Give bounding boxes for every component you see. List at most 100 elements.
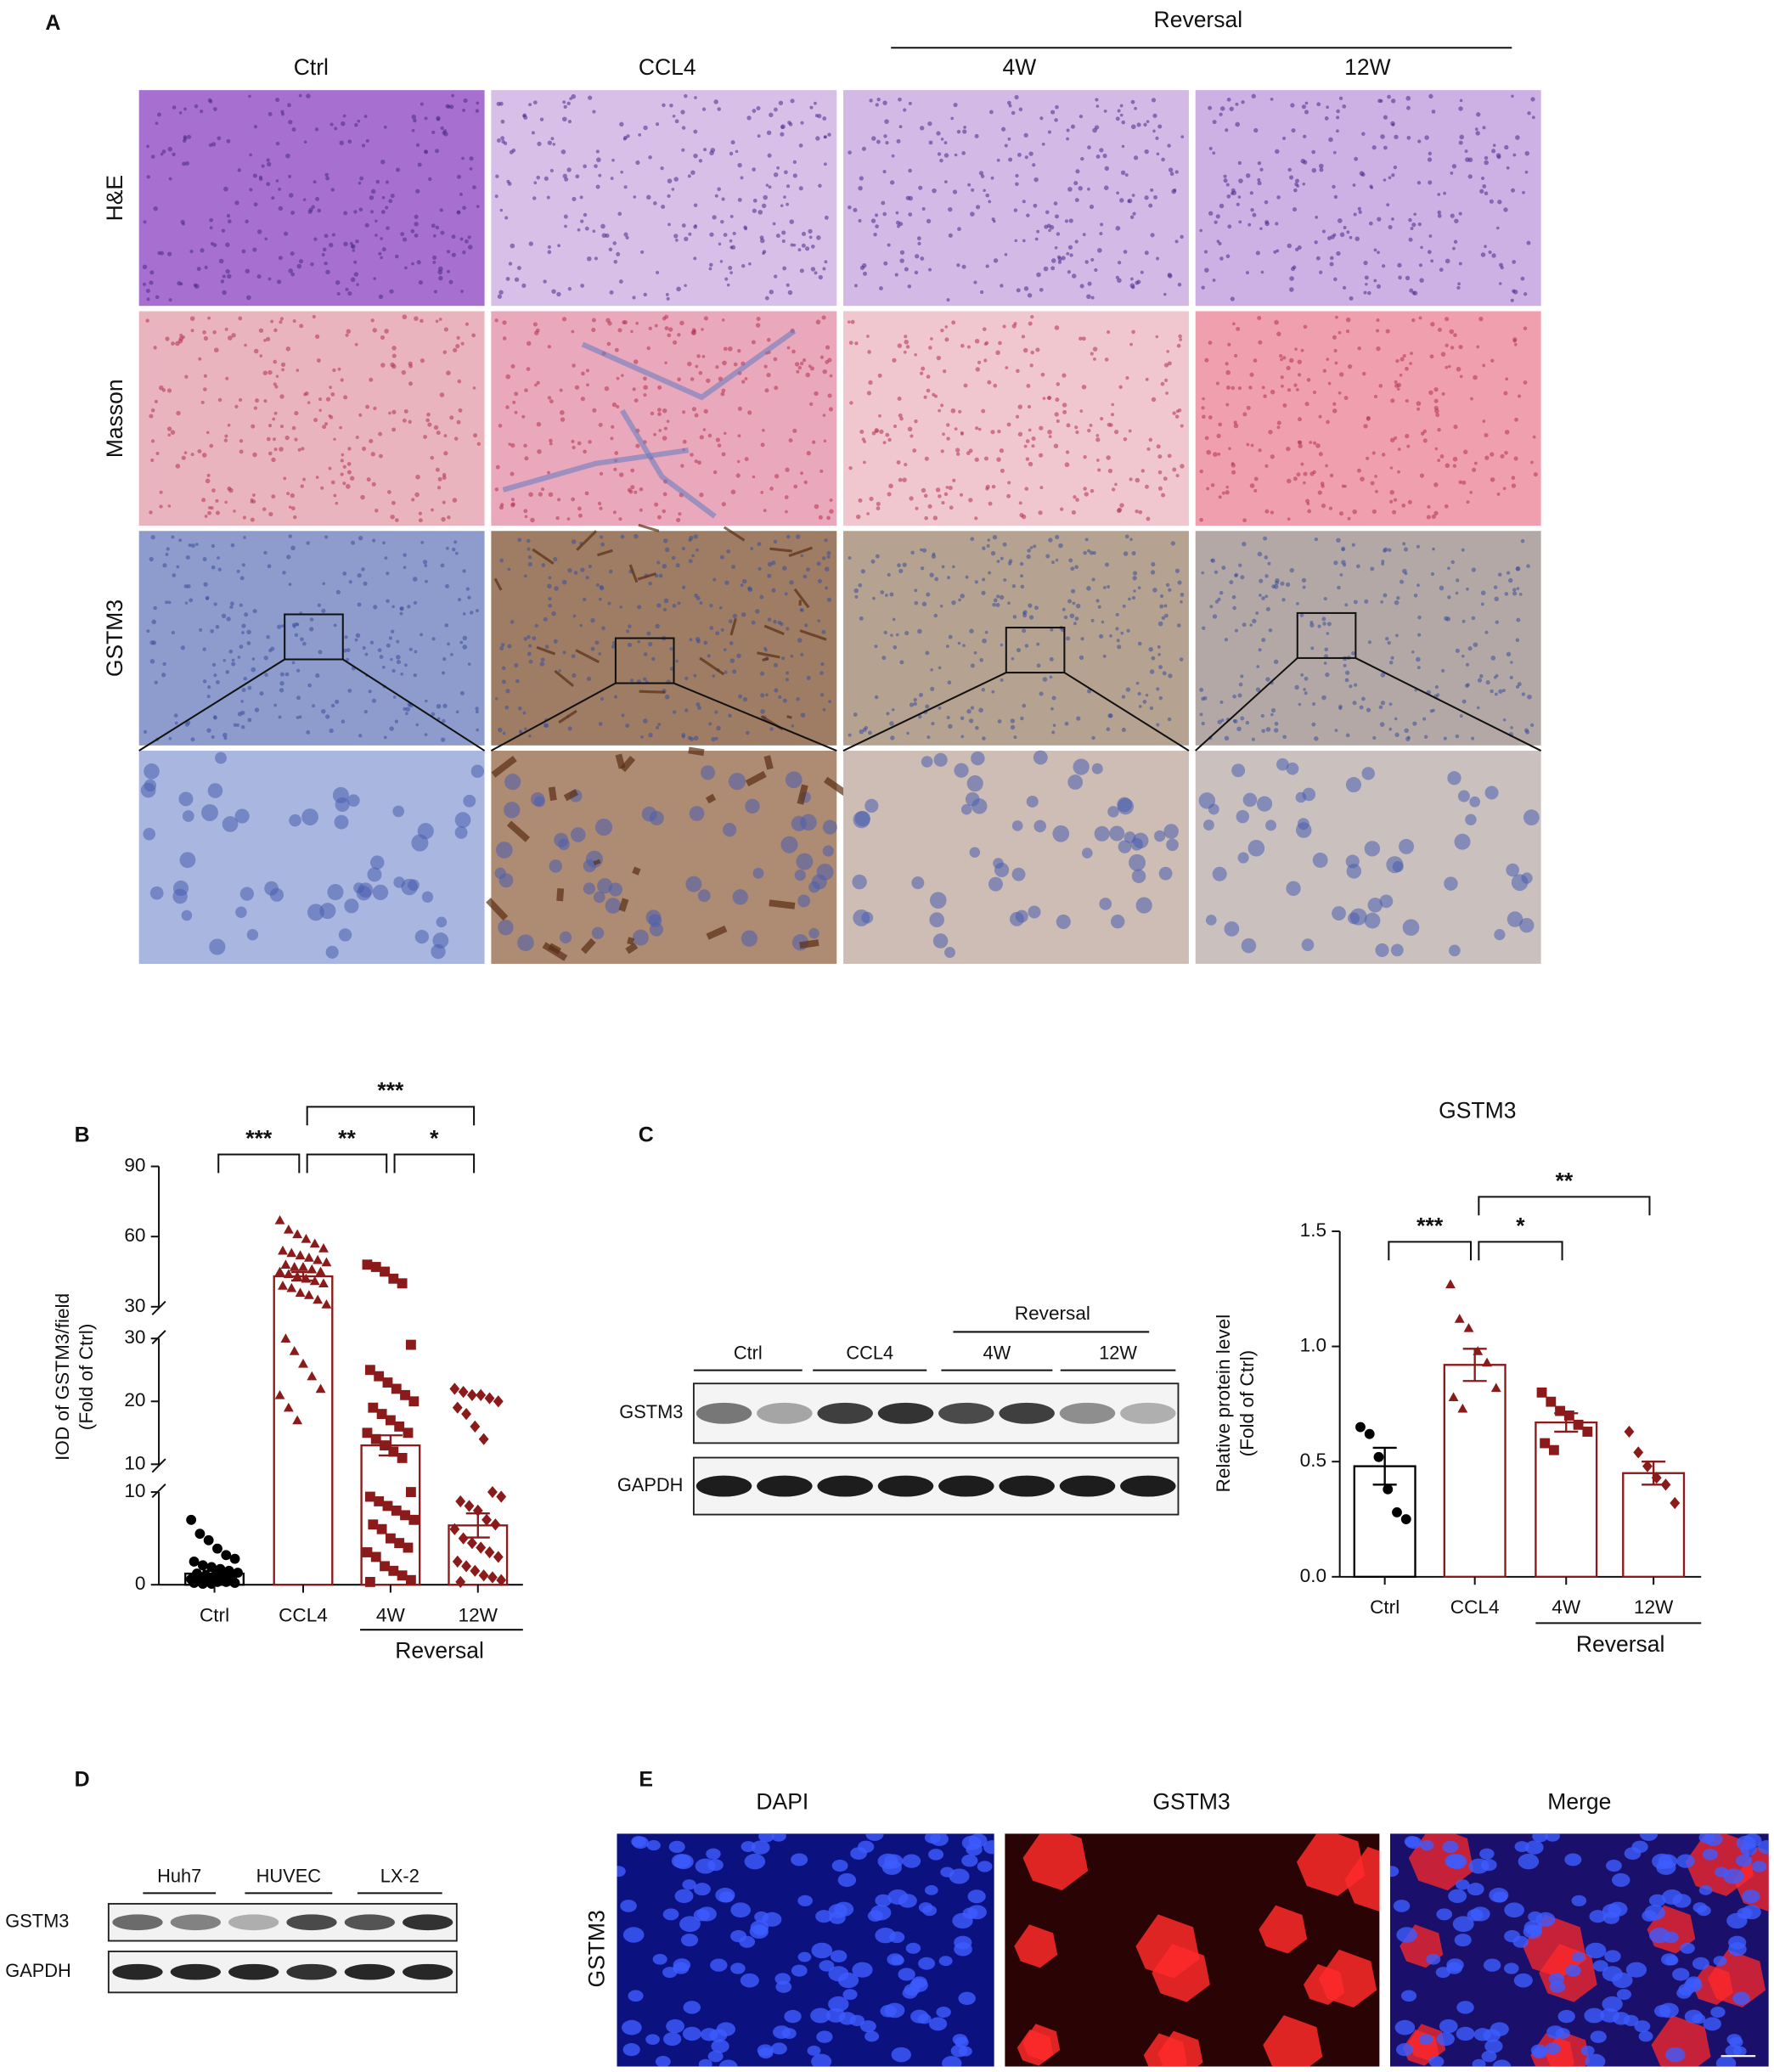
nucleus (1151, 397, 1157, 403)
nucleus (1396, 595, 1400, 600)
nucleus (573, 571, 578, 575)
nucleus (1322, 622, 1326, 626)
nucleus (1428, 234, 1433, 238)
nucleus (1411, 318, 1416, 323)
nucleus (547, 470, 550, 475)
nucleus (1031, 436, 1036, 442)
y-tick-label: 30 (124, 1326, 145, 1348)
nucleus (1661, 1953, 1678, 1966)
nucleus (622, 2043, 640, 2057)
nucleus (1039, 486, 1044, 490)
nucleus (887, 492, 892, 497)
nucleus (521, 414, 526, 419)
nucleus (280, 624, 284, 628)
nucleus (1333, 348, 1338, 353)
nucleus (330, 703, 335, 708)
nucleus (1366, 416, 1371, 421)
nucleus (891, 154, 895, 158)
point (449, 1382, 460, 1395)
nucleus (818, 183, 822, 189)
nucleus (185, 555, 190, 560)
nucleus (465, 587, 470, 591)
nucleus (635, 160, 640, 166)
nucleus (1428, 390, 1433, 396)
nucleus (946, 298, 950, 302)
nucleus (1221, 491, 1225, 495)
nucleus (401, 369, 407, 375)
stain-streak (638, 523, 660, 532)
nucleus (842, 1989, 858, 2001)
point (374, 1371, 385, 1382)
nucleus (225, 376, 229, 380)
nucleus (533, 181, 538, 185)
nucleus (559, 388, 563, 392)
nucleus (1039, 453, 1044, 458)
nucleus (1028, 603, 1033, 608)
nucleus (375, 219, 378, 222)
point (203, 1534, 214, 1546)
nucleus (656, 271, 660, 274)
nucleus (277, 624, 282, 629)
nucleus (598, 652, 602, 656)
nucleus (1163, 824, 1179, 839)
point (403, 1427, 414, 1439)
nucleus (1075, 430, 1079, 435)
nucleus (1137, 641, 1142, 646)
stain-streak (554, 669, 575, 688)
nucleus (1100, 222, 1104, 227)
nucleus (1303, 481, 1306, 485)
stain-streak (763, 755, 774, 770)
nucleus (874, 695, 879, 700)
x-tick-label: 12W (1634, 1596, 1674, 1618)
nucleus (608, 247, 613, 252)
nucleus (620, 534, 625, 539)
nucleus (1102, 654, 1107, 658)
nucleus (1524, 1840, 1544, 1855)
nucleus (189, 316, 195, 321)
column-header: 12W (1344, 54, 1390, 80)
nucleus (988, 501, 993, 506)
nucleus (1134, 106, 1137, 110)
nucleus (694, 413, 699, 418)
nucleus (256, 274, 262, 279)
nucleus (1428, 151, 1432, 155)
nucleus (948, 206, 953, 212)
nucleus (215, 752, 227, 764)
nucleus (903, 350, 907, 354)
nucleus (1280, 581, 1285, 586)
nucleus (1445, 258, 1450, 264)
nucleus (983, 189, 986, 193)
point (292, 1271, 303, 1281)
nucleus (714, 736, 718, 740)
nucleus (1345, 777, 1362, 793)
nucleus (621, 713, 625, 718)
nucleus (1359, 705, 1364, 710)
nucleus (339, 140, 344, 146)
nucleus (246, 641, 251, 645)
nucleus (904, 267, 909, 272)
nucleus (1259, 227, 1263, 230)
nucleus (1397, 470, 1400, 474)
nucleus (599, 506, 603, 510)
nucleus (786, 202, 790, 206)
nucleus (1326, 622, 1332, 627)
zoom-box (614, 637, 675, 684)
nucleus (614, 451, 619, 455)
nucleus (524, 515, 528, 519)
nucleus (1520, 276, 1525, 281)
nucleus (1265, 677, 1270, 682)
nucleus (498, 101, 504, 106)
nucleus (457, 379, 462, 384)
nucleus (405, 707, 411, 712)
nucleus (817, 578, 823, 583)
nucleus (672, 603, 677, 608)
nucleus (307, 683, 312, 688)
nucleus (396, 659, 402, 665)
nucleus (876, 506, 881, 511)
nucleus (905, 1942, 921, 1954)
point (455, 1575, 466, 1589)
nucleus (1498, 689, 1503, 694)
nucleus (672, 710, 677, 714)
zoom-line (138, 658, 285, 752)
nucleus (996, 560, 1000, 563)
